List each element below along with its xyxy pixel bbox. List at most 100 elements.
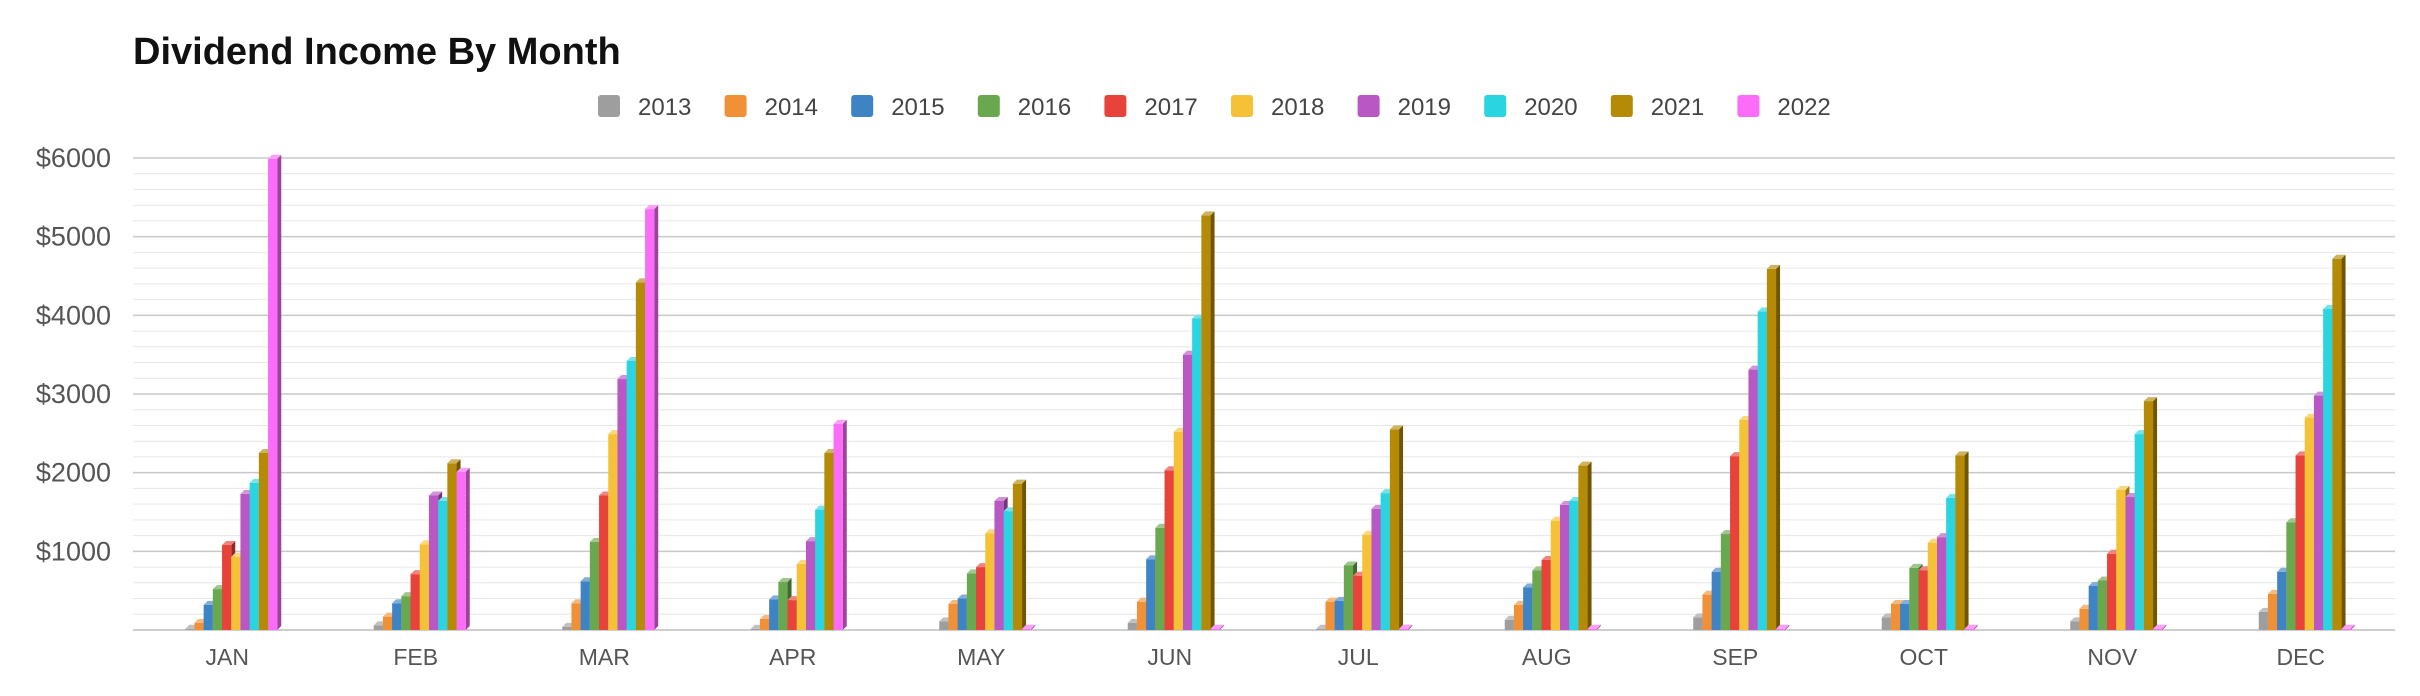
bar-front bbox=[2295, 455, 2305, 630]
bar-front bbox=[1353, 575, 1363, 630]
bar-front bbox=[1362, 534, 1372, 630]
y-tick-label: $4000 bbox=[36, 300, 111, 330]
legend-label: 2021 bbox=[1651, 94, 1704, 121]
bar-top bbox=[2116, 485, 2130, 490]
bar-top bbox=[1389, 425, 1404, 430]
bar-front bbox=[1325, 601, 1335, 630]
legend-swatch bbox=[977, 95, 1000, 117]
bar-front bbox=[1748, 369, 1758, 630]
bar-front bbox=[1890, 604, 1901, 630]
bar-front bbox=[1136, 601, 1147, 630]
bar-side bbox=[465, 467, 470, 630]
bar-top bbox=[2143, 397, 2158, 402]
legend-label: 2013 bbox=[638, 94, 691, 121]
bar-front bbox=[2070, 621, 2080, 630]
bar-front bbox=[966, 573, 977, 630]
x-tick-label: OCT bbox=[1899, 644, 1948, 670]
bar-front bbox=[1918, 570, 1928, 630]
bar-feb-2022 bbox=[456, 467, 470, 630]
bar-side bbox=[2153, 397, 2158, 630]
bar-front bbox=[185, 628, 195, 630]
bar-may-2021 bbox=[1012, 479, 1027, 630]
bar-front bbox=[815, 509, 825, 630]
bar-front bbox=[1693, 617, 1703, 630]
bar-front bbox=[985, 533, 995, 630]
bar-top bbox=[1955, 451, 1969, 456]
legend-item-2016: 2016 bbox=[977, 94, 1071, 121]
bar-jun-2022 bbox=[1210, 624, 1224, 630]
bar-front bbox=[589, 541, 600, 630]
legend-item-2013: 2013 bbox=[598, 94, 691, 121]
bar-front bbox=[231, 556, 241, 630]
bar-top bbox=[456, 467, 470, 472]
bar-front bbox=[382, 616, 393, 630]
bar-front bbox=[373, 625, 383, 630]
bar-side bbox=[1219, 624, 1224, 630]
bar-front bbox=[2125, 497, 2135, 630]
bar-front bbox=[1720, 534, 1731, 630]
legend-item-2022: 2022 bbox=[1737, 94, 1831, 121]
gridlines bbox=[133, 157, 2395, 631]
bar-front bbox=[833, 423, 843, 630]
bar-front bbox=[617, 379, 627, 630]
bar-top bbox=[1587, 624, 1601, 629]
legend-item-2021: 2021 bbox=[1610, 94, 1704, 121]
bar-side bbox=[1031, 624, 1036, 630]
bar-front bbox=[1380, 493, 1390, 630]
bar-top bbox=[833, 419, 847, 424]
bar-side bbox=[1587, 461, 1592, 630]
bar-top bbox=[1210, 624, 1224, 629]
bar-front bbox=[645, 209, 655, 630]
legend-label: 2020 bbox=[1524, 94, 1577, 121]
bar-top bbox=[1343, 561, 1358, 566]
legend-swatch bbox=[1357, 95, 1380, 117]
bar-side bbox=[1785, 624, 1790, 630]
bar-front bbox=[1532, 570, 1542, 630]
bar-front bbox=[1192, 318, 1202, 630]
x-tick-label: JUL bbox=[1338, 644, 1379, 670]
bar-front bbox=[1927, 542, 1937, 630]
bar-front bbox=[1739, 419, 1749, 630]
bar-side bbox=[842, 419, 847, 630]
bar-front bbox=[1210, 628, 1220, 630]
bar-front bbox=[410, 574, 420, 630]
bar-front bbox=[580, 581, 590, 630]
bar-front bbox=[1399, 628, 1409, 630]
bar-top bbox=[994, 496, 1008, 501]
bar-front bbox=[1550, 520, 1560, 630]
bar-front bbox=[976, 567, 986, 630]
bar-front bbox=[222, 545, 232, 630]
bar-nov-2021 bbox=[2143, 397, 2158, 630]
bar-dec-2021 bbox=[2332, 254, 2346, 630]
bar-top bbox=[1776, 624, 1790, 629]
y-tick-label: $1000 bbox=[36, 536, 111, 566]
bar-top bbox=[778, 578, 792, 583]
bar-front bbox=[1900, 604, 1910, 630]
bar-oct-2022 bbox=[1964, 624, 1978, 630]
bar-front bbox=[2277, 571, 2287, 630]
bar-front bbox=[1776, 628, 1786, 630]
bar-front bbox=[2116, 489, 2126, 630]
bar-front bbox=[456, 471, 466, 630]
bar-front bbox=[2267, 593, 2278, 630]
bar-side bbox=[1776, 264, 1781, 630]
bar-front bbox=[1936, 537, 1947, 630]
bar-front bbox=[1702, 594, 1712, 630]
x-tick-label: AUG bbox=[1522, 644, 1572, 670]
bar-side bbox=[1973, 624, 1978, 630]
bar-front bbox=[939, 621, 949, 630]
x-tick-label: MAY bbox=[957, 644, 1005, 670]
x-tick-label: SEP bbox=[1712, 644, 1758, 670]
bar-front bbox=[1173, 431, 1183, 630]
bar-front bbox=[1334, 600, 1344, 630]
bar-front bbox=[2286, 522, 2296, 630]
x-tick-label: NOV bbox=[2087, 644, 2138, 670]
legend-label: 2016 bbox=[1018, 94, 1071, 121]
bar-front bbox=[805, 541, 816, 630]
bar-top bbox=[1909, 563, 1923, 568]
bar-front bbox=[1012, 483, 1023, 630]
bar-front bbox=[1909, 567, 1919, 630]
bar-front bbox=[626, 360, 636, 630]
legend-item-2020: 2020 bbox=[1484, 94, 1578, 121]
